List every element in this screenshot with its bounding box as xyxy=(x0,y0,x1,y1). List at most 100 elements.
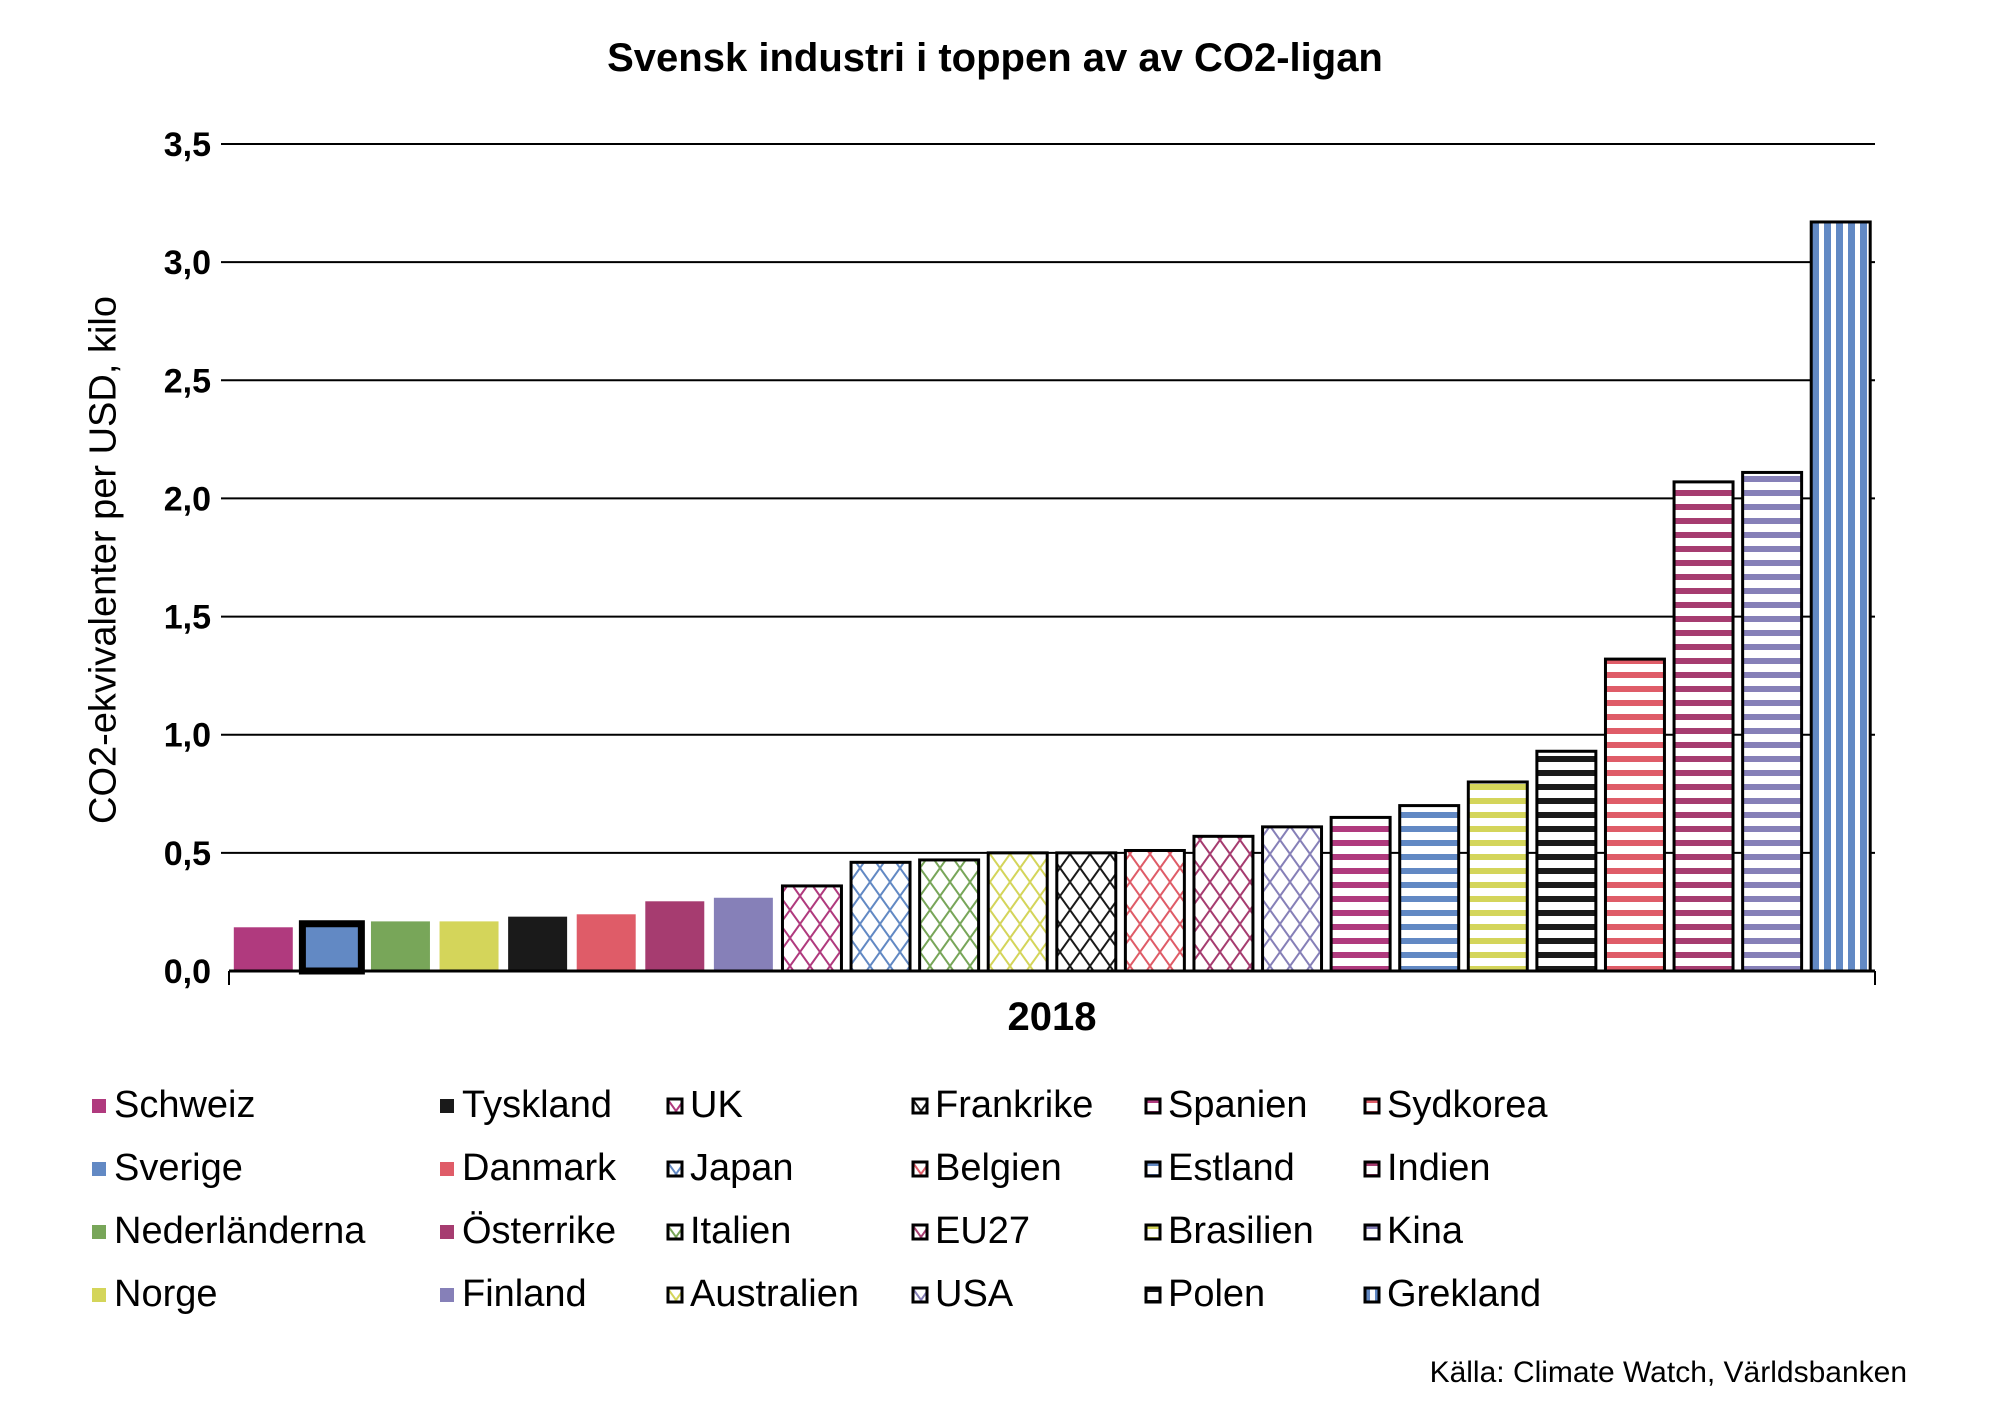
legend-item: Estland xyxy=(1144,1147,1295,1190)
legend-label: UK xyxy=(690,1084,743,1126)
legend-item: Sverige xyxy=(90,1147,243,1190)
legend-item: Österrike xyxy=(438,1210,616,1253)
legend-item: Nederländerna xyxy=(90,1210,365,1253)
bar-sydkorea xyxy=(1603,657,1666,973)
legend-item: Sydkorea xyxy=(1363,1084,1548,1127)
chart-title: Svensk industri i toppen av av CO2-ligan xyxy=(607,36,1383,80)
legend-swatch-icon xyxy=(1363,1160,1381,1177)
legend-label: Sydkorea xyxy=(1387,1084,1548,1126)
legend-swatch-icon xyxy=(666,1223,684,1240)
legend-item: Grekland xyxy=(1363,1273,1541,1316)
legend-label: Österrike xyxy=(462,1210,617,1252)
y-tick-label: 3,5 xyxy=(164,126,211,164)
bar-grekland xyxy=(1809,220,1872,973)
bar-spanien xyxy=(1329,815,1392,973)
legend-swatch-icon xyxy=(440,1287,454,1302)
legend-label: Polen xyxy=(1168,1273,1266,1315)
legend-swatch-icon xyxy=(92,1098,106,1113)
legend-label: Australien xyxy=(690,1273,859,1315)
legend-swatch-icon xyxy=(666,1160,684,1177)
legend-item: Norge xyxy=(90,1273,218,1316)
bar-frankrike xyxy=(1055,851,1118,973)
legend-swatch-icon xyxy=(92,1224,106,1239)
legend-label: Schweiz xyxy=(114,1084,256,1126)
bar-nederländerna xyxy=(370,921,430,971)
legend-item: Finland xyxy=(438,1273,587,1316)
legend-label: Danmark xyxy=(462,1147,617,1189)
legend-label: USA xyxy=(935,1273,1014,1315)
legend-swatch-icon xyxy=(1363,1286,1381,1303)
legend-item: Australien xyxy=(666,1273,859,1316)
legend-swatch-icon xyxy=(1144,1160,1162,1177)
bar-indien xyxy=(1672,480,1735,973)
bar-polen xyxy=(1535,749,1598,973)
legend-swatch-icon xyxy=(911,1223,929,1240)
bar-italien xyxy=(918,858,981,973)
bar-sverige xyxy=(298,920,365,975)
bar-norge xyxy=(439,921,499,971)
bar-japan xyxy=(849,860,912,973)
y-tick-label: 3,0 xyxy=(164,244,211,282)
legend-label: Indien xyxy=(1387,1147,1491,1189)
legend-label: Tyskland xyxy=(462,1084,612,1126)
legend-label: Italien xyxy=(690,1210,792,1252)
bar-finland xyxy=(713,897,773,971)
legend-swatch-icon xyxy=(440,1098,454,1113)
legend-swatch-icon xyxy=(440,1161,454,1176)
legend-swatch-icon xyxy=(1363,1097,1381,1114)
bar-eu27 xyxy=(1192,834,1255,973)
legend-label: Finland xyxy=(462,1273,587,1315)
legend-item: Kina xyxy=(1363,1210,1463,1253)
legend-item: Polen xyxy=(1144,1273,1265,1316)
legend-label: Belgien xyxy=(935,1147,1062,1189)
legend-item: EU27 xyxy=(911,1210,1030,1253)
legend-item: USA xyxy=(911,1273,1013,1316)
legend-label: Frankrike xyxy=(935,1084,1094,1126)
bar-australien xyxy=(986,851,1049,973)
bar-uk xyxy=(780,884,843,973)
bar-brasilien xyxy=(1466,780,1529,973)
bar-kina xyxy=(1741,470,1804,973)
legend-item: Frankrike xyxy=(911,1084,1093,1127)
legend-item: Tyskland xyxy=(438,1084,612,1127)
legend-swatch-icon xyxy=(92,1161,106,1176)
y-tick-label: 1,5 xyxy=(164,599,211,637)
y-tick-label: 2,5 xyxy=(164,362,211,400)
bar-belgien xyxy=(1123,848,1186,973)
bar-österrike xyxy=(645,901,705,971)
legend-label: Sverige xyxy=(114,1147,243,1189)
bar-tyskland xyxy=(508,916,568,971)
legend-item: Italien xyxy=(666,1210,791,1253)
legend-label: Brasilien xyxy=(1168,1210,1314,1252)
legend-item: Spanien xyxy=(1144,1084,1307,1127)
legend-label: Grekland xyxy=(1387,1273,1542,1315)
legend-swatch-icon xyxy=(911,1097,929,1114)
y-tick-label: 0,0 xyxy=(164,953,211,991)
legend-label: Spanien xyxy=(1168,1084,1308,1126)
legend-swatch-icon xyxy=(92,1287,106,1302)
y-tick-label: 2,0 xyxy=(164,480,211,518)
legend-swatch-icon xyxy=(440,1224,454,1239)
plot-area: 0,0 0,5 1,0 1,5 2,0 2,5 3,0 3,5 2018 xyxy=(164,126,1876,1039)
legend-item: UK xyxy=(666,1084,743,1127)
legend-label: EU27 xyxy=(935,1210,1031,1252)
legend-item: Brasilien xyxy=(1144,1210,1314,1253)
legend-swatch-icon xyxy=(666,1286,684,1303)
legend-item: Indien xyxy=(1363,1147,1491,1190)
y-tick-label: 1,0 xyxy=(164,717,211,755)
legend-swatch-icon xyxy=(1144,1223,1162,1240)
legend-swatch-icon xyxy=(911,1286,929,1303)
legend-label: Estland xyxy=(1168,1147,1295,1189)
bar-estland xyxy=(1398,804,1461,973)
legend-swatch-icon xyxy=(1144,1097,1162,1114)
legend-swatch-icon xyxy=(1144,1286,1162,1303)
bar-usa xyxy=(1261,825,1324,973)
source-note: Källa: Climate Watch, Världsbanken xyxy=(1429,1356,1907,1389)
legend-item: Belgien xyxy=(911,1147,1062,1190)
legend-item: Danmark xyxy=(438,1147,616,1190)
bar-schweiz xyxy=(233,927,293,971)
legend-label: Kina xyxy=(1387,1210,1464,1252)
legend-swatch-icon xyxy=(911,1160,929,1177)
legend-swatch-icon xyxy=(1363,1223,1381,1240)
